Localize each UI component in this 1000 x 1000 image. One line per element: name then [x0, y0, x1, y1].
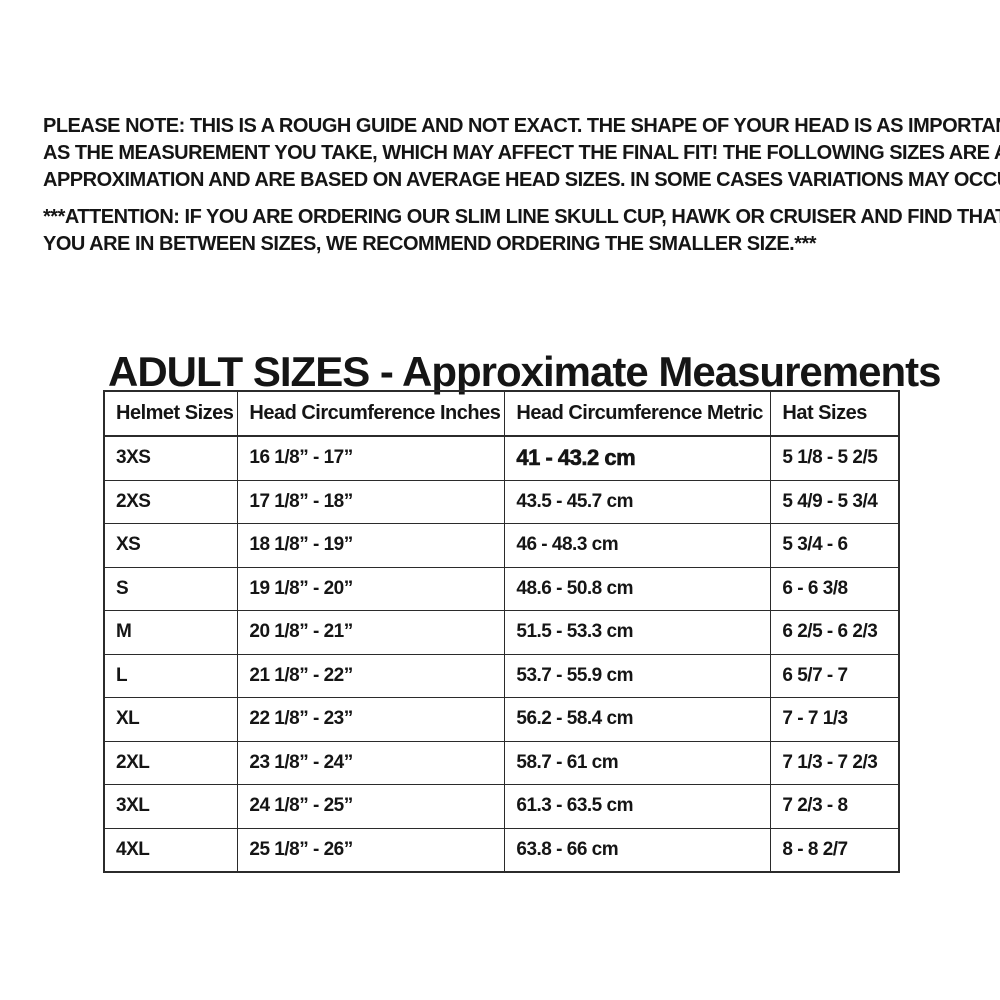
cell-hat-size: 5 3/4 - 6	[770, 523, 900, 568]
cell-circumference-inches: 17 1/8” - 18”	[237, 479, 506, 524]
cell-hat-size: 8 - 8 2/7	[770, 827, 900, 873]
cell-circumference-inches: 20 1/8” - 21”	[237, 610, 506, 655]
cell-helmet-size: 4XL	[103, 827, 239, 873]
table-row: 2XS 17 1/8” - 18” 43.5 - 45.7 cm 5 4/9 - 5 …	[103, 479, 900, 524]
table-row: XS 18 1/8” - 19” 46 - 48.3 cm 5 3/4 - 6	[103, 523, 900, 568]
column-header: Helmet Sizes	[103, 390, 239, 437]
table-row: 3XS 16 1/8” - 17” 41 - 43.2 cm 5 1/8 - 5 2/…	[103, 435, 900, 481]
cell-hat-size: 7 - 7 1/3	[770, 697, 900, 742]
note-paragraph-attention: ***ATTENTION: IF YOU ARE ORDERING OUR SL…	[43, 204, 1000, 258]
table-row: XL 22 1/8” - 23” 56.2 - 58.4 cm 7 - 7 1/3	[103, 697, 900, 742]
cell-circumference-metric: 63.8 - 66 cm	[504, 827, 772, 873]
table-row: 4XL 25 1/8” - 26” 63.8 - 66 cm 8 - 8 2/7	[103, 827, 900, 873]
column-header: Head Circumference Metric	[504, 390, 772, 437]
note-line: YOU ARE IN BETWEEN SIZES, WE RECOMMEND O…	[43, 233, 817, 255]
cell-hat-size: 5 1/8 - 5 2/5	[770, 435, 900, 481]
cell-circumference-inches: 21 1/8” - 22”	[237, 653, 506, 698]
cell-circumference-metric: 41 - 43.2 cm	[504, 435, 772, 481]
cell-hat-size: 5 4/9 - 5 3/4	[770, 479, 900, 524]
note-line: ***ATTENTION: IF YOU ARE ORDERING OUR SL…	[43, 206, 1000, 228]
cell-circumference-metric: 56.2 - 58.4 cm	[504, 697, 772, 742]
cell-helmet-size: 2XS	[103, 479, 239, 524]
table-row: 2XL 23 1/8” - 24” 58.7 - 61 cm 7 1/3 - 7 2/…	[103, 740, 900, 785]
cell-circumference-inches: 22 1/8” - 23”	[237, 697, 506, 742]
cell-circumference-inches: 16 1/8” - 17”	[237, 435, 506, 481]
cell-helmet-size: 3XS	[103, 435, 239, 481]
note-paragraph-rough-guide: PLEASE NOTE: THIS IS A ROUGH GUIDE AND N…	[43, 113, 1000, 194]
cell-hat-size: 7 2/3 - 8	[770, 784, 900, 829]
cell-circumference-inches: 23 1/8” - 24”	[237, 740, 506, 785]
column-header: Head Circumference Inches	[237, 390, 506, 437]
cell-hat-size: 6 5/7 - 7	[770, 653, 900, 698]
cell-circumference-inches: 18 1/8” - 19”	[237, 523, 506, 568]
note-line: APPROXIMATION AND ARE BASED ON AVERAGE H…	[43, 169, 1000, 191]
cell-circumference-metric: 46 - 48.3 cm	[504, 523, 772, 568]
cell-helmet-size: S	[103, 566, 239, 611]
cell-circumference-metric: 61.3 - 63.5 cm	[504, 784, 772, 829]
cell-hat-size: 6 2/5 - 6 2/3	[770, 610, 900, 655]
cell-helmet-size: XS	[103, 523, 239, 568]
table-row: S 19 1/8” - 20” 48.6 - 50.8 cm 6 - 6 3/8	[103, 566, 900, 611]
cell-helmet-size: 3XL	[103, 784, 239, 829]
cell-hat-size: 6 - 6 3/8	[770, 566, 900, 611]
table-row: L 21 1/8” - 22” 53.7 - 55.9 cm 6 5/7 - 7	[103, 653, 900, 698]
note-line: PLEASE NOTE: THIS IS A ROUGH GUIDE AND N…	[43, 115, 1000, 137]
cell-circumference-metric: 53.7 - 55.9 cm	[504, 653, 772, 698]
cell-circumference-metric: 58.7 - 61 cm	[504, 740, 772, 785]
cell-circumference-inches: 25 1/8” - 26”	[237, 827, 506, 873]
cell-hat-size: 7 1/3 - 7 2/3	[770, 740, 900, 785]
cell-helmet-size: M	[103, 610, 239, 655]
note-line: AS THE MEASUREMENT YOU TAKE, WHICH MAY A…	[43, 142, 1000, 164]
cell-helmet-size: L	[103, 653, 239, 698]
table-row: M 20 1/8” - 21” 51.5 - 53.3 cm 6 2/5 - 6 2/…	[103, 610, 900, 655]
table-header-row: Helmet Sizes Head Circumference Inches Hea…	[103, 390, 900, 437]
cell-circumference-metric: 51.5 - 53.3 cm	[504, 610, 772, 655]
cell-helmet-size: 2XL	[103, 740, 239, 785]
cell-circumference-metric: 43.5 - 45.7 cm	[504, 479, 772, 524]
adult-sizes-table: Helmet Sizes Head Circumference Inches Hea…	[103, 390, 900, 873]
table-row: 3XL 24 1/8” - 25” 61.3 - 63.5 cm 7 2/3 - 8	[103, 784, 900, 829]
column-header: Hat Sizes	[770, 390, 900, 437]
cell-circumference-metric: 48.6 - 50.8 cm	[504, 566, 772, 611]
cell-circumference-inches: 24 1/8” - 25”	[237, 784, 506, 829]
cell-helmet-size: XL	[103, 697, 239, 742]
page-title: ADULT SIZES - Approximate Measurements	[108, 348, 941, 396]
cell-circumference-inches: 19 1/8” - 20”	[237, 566, 506, 611]
